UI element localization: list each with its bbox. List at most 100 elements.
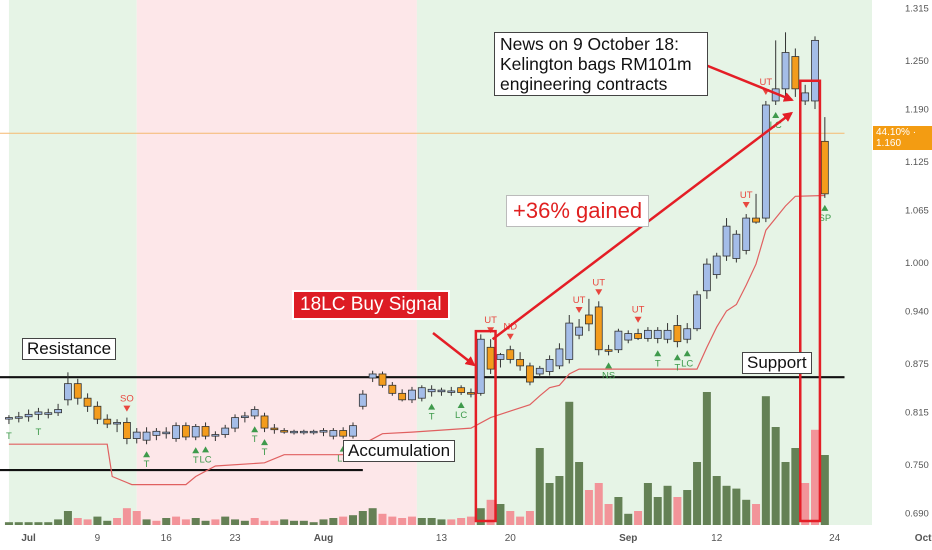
volume-bar xyxy=(388,516,397,525)
candle-body xyxy=(358,393,367,407)
marker-label: UT xyxy=(592,277,605,288)
marker-label: LC xyxy=(681,358,693,369)
candle-body xyxy=(201,426,210,437)
candle-body xyxy=(653,329,662,339)
volume-bar xyxy=(506,511,515,525)
marker-arrow-up xyxy=(261,439,269,446)
volume-bar xyxy=(673,497,682,525)
candle-body xyxy=(5,417,13,420)
volume-bar xyxy=(329,518,338,525)
candle-body xyxy=(349,425,357,437)
volume-bar xyxy=(181,519,190,525)
resistance-label: Resistance xyxy=(22,338,117,360)
candle-body xyxy=(673,325,682,343)
candle-body xyxy=(398,392,407,401)
highlight-boxes xyxy=(474,79,822,523)
candle-body xyxy=(221,427,230,435)
volume-bar xyxy=(378,513,387,525)
x-tick-label: 13 xyxy=(436,533,448,544)
buy-signal-label: 18LC Buy Signal xyxy=(292,290,450,320)
volume-bar xyxy=(250,518,259,525)
volume-bar xyxy=(231,519,240,525)
candle-body xyxy=(781,52,790,90)
marker-label: UT xyxy=(632,305,645,316)
marker-label: T xyxy=(262,447,268,458)
trend-lines xyxy=(0,132,845,486)
volume-bar xyxy=(624,513,633,525)
marker-label: SO xyxy=(120,394,134,405)
volume-bar xyxy=(820,455,829,525)
volume-bar xyxy=(742,499,751,525)
y-tick-label: 1.315 xyxy=(905,4,929,15)
candle-body xyxy=(44,412,53,415)
candle-body xyxy=(417,387,426,399)
volume-bar xyxy=(211,519,220,525)
marker-arrow-up xyxy=(772,112,780,118)
volume-bar xyxy=(683,490,692,525)
candle-body xyxy=(594,306,603,351)
candle-body xyxy=(476,338,485,394)
volume-bar xyxy=(457,518,466,525)
x-tick-label: 23 xyxy=(229,533,241,544)
volume-bar xyxy=(358,511,367,525)
candle-body xyxy=(545,359,554,372)
y-tick-label: 0.875 xyxy=(905,359,929,370)
candle-body xyxy=(152,430,161,436)
candle-body xyxy=(181,425,190,438)
accumulation-label: Accumulation xyxy=(343,440,456,462)
volume-bar xyxy=(712,476,721,525)
volume-bar xyxy=(516,516,525,525)
candle-body xyxy=(437,389,446,393)
volume-bar xyxy=(142,519,151,525)
x-tick-label: 16 xyxy=(161,533,173,544)
candle-body xyxy=(742,217,751,251)
x-tick-label: Oct xyxy=(915,533,932,544)
candle-body xyxy=(34,411,43,415)
candle-body xyxy=(73,383,82,399)
zone-1 xyxy=(136,0,417,525)
volume-bar xyxy=(73,518,82,525)
volume-bar xyxy=(339,516,348,525)
x-tick-label: 12 xyxy=(711,533,723,544)
x-tick-label: 24 xyxy=(829,533,841,544)
volume-bar xyxy=(702,392,711,525)
buy-signal-arrow xyxy=(432,332,476,367)
candle-body xyxy=(467,392,475,395)
candle-body xyxy=(457,387,466,393)
marker-arrow-up xyxy=(143,451,151,458)
volume-bar xyxy=(122,508,131,525)
candle-body xyxy=(299,430,308,434)
candle-body xyxy=(486,346,495,370)
candle-body xyxy=(506,349,515,360)
volume-bar xyxy=(309,522,318,525)
candle-body xyxy=(280,430,289,433)
y-tick-label: 0.815 xyxy=(905,407,929,418)
marker-label: UT xyxy=(573,295,586,306)
zone-0 xyxy=(8,0,137,525)
volume-bar xyxy=(280,519,289,525)
marker-label: T xyxy=(429,412,435,423)
volume-bar xyxy=(801,483,810,525)
last-price-tag: 44.10% · 1.160 xyxy=(873,126,932,150)
candle-body xyxy=(408,389,416,401)
candle-body xyxy=(693,294,701,330)
volume-bar xyxy=(152,520,161,525)
marker-label: UT xyxy=(740,190,753,201)
volume-bar xyxy=(663,485,672,525)
candle-body xyxy=(427,388,436,393)
y-tick-label: 0.750 xyxy=(905,460,929,471)
volume-bar xyxy=(348,515,357,525)
marker-label: T xyxy=(6,431,12,442)
volume-bar xyxy=(584,490,593,525)
volume-bar xyxy=(103,520,112,525)
volume-bar xyxy=(545,483,554,525)
candle-body xyxy=(732,233,741,259)
candle-body xyxy=(663,329,672,340)
x-tick-label: Jul xyxy=(21,533,36,544)
volume-bar xyxy=(63,511,72,525)
candle-body xyxy=(516,359,525,367)
candle-body xyxy=(683,328,692,340)
candle-body xyxy=(64,383,72,401)
volume-bar xyxy=(476,508,485,525)
